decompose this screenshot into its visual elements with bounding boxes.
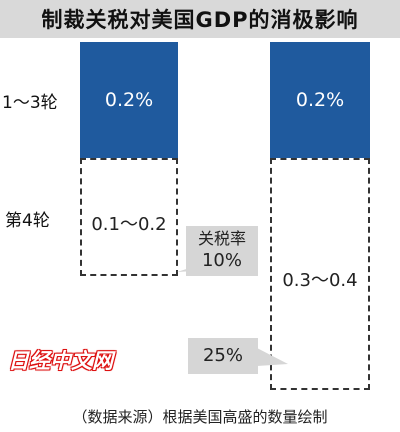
bar-right-top-label: 0.2%: [295, 89, 345, 111]
watermark-logo: 日经中文网: [8, 349, 113, 373]
bar-left-top-label: 0.2%: [104, 89, 154, 111]
callout-right-label: 25%: [202, 345, 243, 366]
row-label-rounds-1-3: 1～3轮: [2, 93, 58, 113]
callout-right-tariff-25: 25%: [188, 338, 258, 374]
chart-title: 制裁关税对美国GDP的消极影响: [41, 8, 359, 32]
bar-right-bottom-label: 0.3～0.4: [282, 270, 358, 291]
title-bar: 制裁关税对美国GDP的消极影响: [0, 0, 400, 38]
bar-left-round-4: 0.1～0.2: [80, 158, 178, 276]
bar-right-round-4: 0.3～0.4: [270, 158, 370, 390]
bar-right-rounds-1-3: 0.2%: [270, 42, 370, 158]
callout-left-line1: 关税率: [197, 229, 246, 248]
callout-left-tariff-10: 关税率 10%: [186, 226, 258, 276]
bar-left-bottom-label: 0.1～0.2: [91, 214, 167, 235]
bar-left-rounds-1-3: 0.2%: [80, 42, 178, 158]
row-label-round-4: 第4轮: [5, 211, 50, 231]
source-note: （数据来源）根据美国高盛的数量绘制: [72, 408, 328, 426]
callout-left-line2: 10%: [201, 250, 242, 271]
